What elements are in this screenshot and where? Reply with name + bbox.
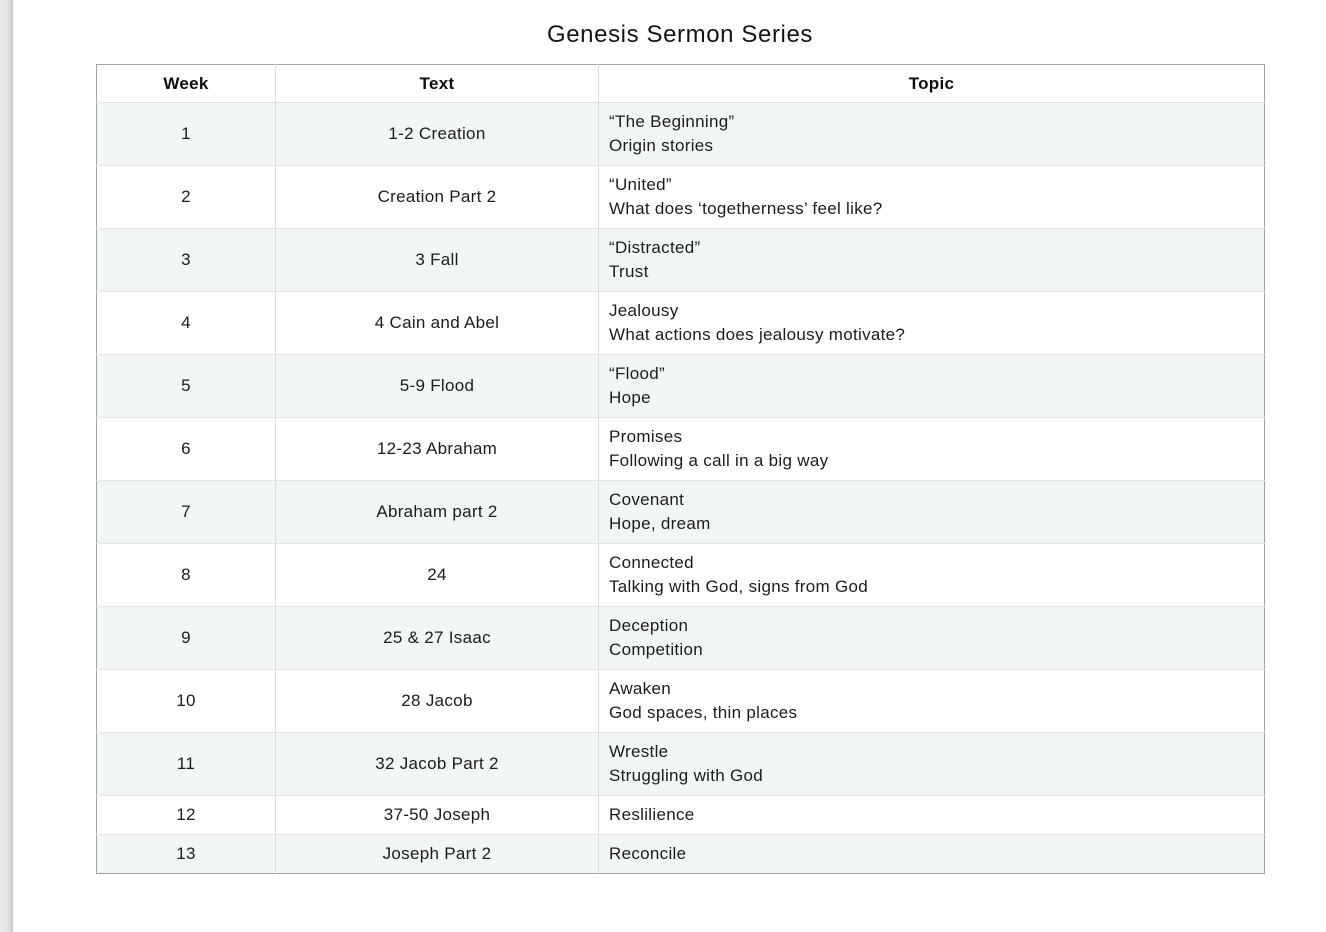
week-cell: 9 <box>96 606 276 670</box>
topic-line: Reconcile <box>609 844 687 863</box>
table-row: 6 12-23 Abraham Promises Following a call… <box>96 417 1265 481</box>
week-cell: 11 <box>96 732 276 796</box>
topic-line: Hope <box>609 388 651 407</box>
table-row: 8 24 Connected Talking with God, signs fr… <box>96 543 1265 607</box>
topic-line: “United” <box>609 175 672 194</box>
text-cell: 1-2 Creation <box>275 102 599 166</box>
week-cell: 7 <box>96 480 276 544</box>
week-cell: 1 <box>96 102 276 166</box>
text-cell: Abraham part 2 <box>275 480 599 544</box>
topic-cell: Deception Competition <box>598 606 1265 670</box>
table-row: 3 3 Fall “Distracted” Trust <box>96 228 1265 292</box>
week-cell: 12 <box>176 805 196 824</box>
table-row: 7 Abraham part 2 Covenant Hope, dream <box>96 480 1265 544</box>
topic-line: Covenant <box>609 490 685 509</box>
topic-cell: Reconcile <box>598 834 1265 874</box>
topic-line: Jealousy <box>609 301 679 320</box>
table-row: 10 28 Jacob Awaken God spaces, thin place… <box>96 669 1265 733</box>
topic-line: “The Beginning” <box>609 112 735 131</box>
topic-line: What actions does jealousy motivate? <box>609 325 906 344</box>
table-row: 4 4 Cain and Abel Jealousy What actions d… <box>96 291 1265 355</box>
topic-line: What does ‘togetherness’ feel like? <box>609 199 883 218</box>
table-row: 11 32 Jacob Part 2 Wrestle Struggling wit… <box>96 732 1265 796</box>
topic-line: Reslilience <box>609 805 695 824</box>
text-cell: 37-50 Joseph <box>275 795 599 835</box>
topic-line: Following a call in a big way <box>609 451 829 470</box>
topic-cell: Promises Following a call in a big way <box>598 417 1265 481</box>
table-row: 2 Creation Part 2 “United” What does ‘tog… <box>96 165 1265 229</box>
table-header: Week Text Topic <box>96 64 1265 103</box>
week-cell: 2 <box>181 187 191 206</box>
topic-cell: Connected Talking with God, signs from Go… <box>598 543 1265 607</box>
text-cell: 3 Fall <box>275 228 599 292</box>
text-cell: 32 Jacob Part 2 <box>275 732 599 796</box>
text-cell: 24 <box>275 543 599 607</box>
table-row: 1 1-2 Creation “The Beginning” Origin sto… <box>96 102 1265 166</box>
sermon-series-table: Week Text Topic 1 1-2 Creation “The Begi… <box>96 64 1265 874</box>
topic-line: Hope, dream <box>609 514 711 533</box>
header-row: Week Text Topic <box>96 64 1265 103</box>
text-cell: 12-23 Abraham <box>275 417 599 481</box>
topic-cell: Jealousy What actions does jealousy motiv… <box>598 291 1265 355</box>
table-row: 9 25 & 27 Isaac Deception Competition <box>96 606 1265 670</box>
topic-cell: “United” What does ‘togetherness’ feel li… <box>598 165 1265 229</box>
table-row: 12 37-50 Joseph Reslilience <box>96 795 1265 835</box>
topic-line: Origin stories <box>609 136 714 155</box>
topic-line: Deception <box>609 616 689 635</box>
table-row: 13 Joseph Part 2 Reconcile <box>96 834 1265 874</box>
topic-cell: Awaken God spaces, thin places <box>598 669 1265 733</box>
text-cell: 28 Jacob <box>275 669 599 733</box>
topic-line: Competition <box>609 640 704 659</box>
week-cell: 6 <box>181 439 191 458</box>
text-cell: Creation Part 2 <box>275 165 599 229</box>
topic-cell: “Distracted” Trust <box>598 228 1265 292</box>
text-cell: 5-9 Flood <box>275 354 599 418</box>
topic-line: “Distracted” <box>609 238 701 257</box>
week-cell: 3 <box>96 228 276 292</box>
topic-cell: Wrestle Struggling with God <box>598 732 1265 796</box>
week-cell: 10 <box>176 691 196 710</box>
topic-line: Struggling with God <box>609 766 764 785</box>
table-row: 5 5-9 Flood “Flood” Hope <box>96 354 1265 418</box>
topic-cell: Reslilience <box>598 795 1265 835</box>
topic-line: “Flood” <box>609 364 665 383</box>
text-cell: 25 & 27 Isaac <box>275 606 599 670</box>
topic-cell: Covenant Hope, dream <box>598 480 1265 544</box>
topic-line: Talking with God, signs from God <box>609 577 869 596</box>
topic-line: God spaces, thin places <box>609 703 798 722</box>
week-cell: 4 <box>181 313 191 332</box>
page-edge <box>0 0 13 932</box>
text-cell: 4 Cain and Abel <box>275 291 599 355</box>
topic-line: Promises <box>609 427 683 446</box>
topic-cell: “The Beginning” Origin stories <box>598 102 1265 166</box>
topic-cell: “Flood” Hope <box>598 354 1265 418</box>
document-page: Genesis Sermon Series Week Text Topic 1 … <box>13 0 1326 932</box>
column-header-topic: Topic <box>598 64 1265 103</box>
page-title: Genesis Sermon Series <box>546 21 814 48</box>
column-header-text: Text <box>275 64 599 103</box>
table-body: 1 1-2 Creation “The Beginning” Origin sto… <box>96 102 1265 874</box>
topic-line: Connected <box>609 553 694 572</box>
column-header-week: Week <box>96 64 276 103</box>
text-cell: Joseph Part 2 <box>275 834 599 874</box>
topic-line: Awaken <box>609 679 671 698</box>
week-cell: 5 <box>96 354 276 418</box>
topic-line: Wrestle <box>609 742 669 761</box>
topic-line: Trust <box>609 262 649 281</box>
week-cell: 8 <box>181 565 191 584</box>
week-cell: 13 <box>96 834 276 874</box>
